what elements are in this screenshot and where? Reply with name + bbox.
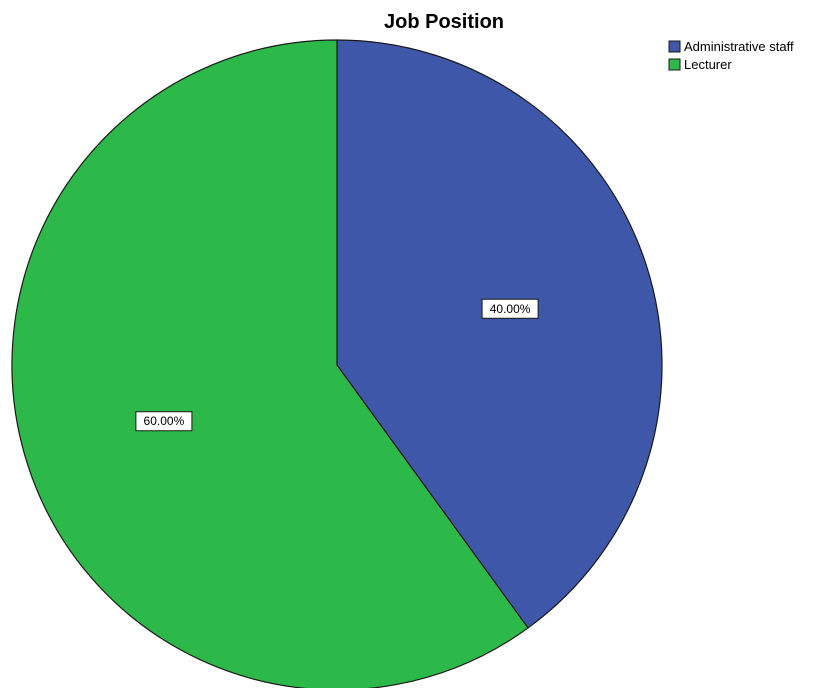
legend: Administrative staff Lecturer	[668, 39, 794, 72]
chart-title: Job Position	[384, 11, 504, 33]
pie-data-labels: 40.00% 60.00%	[135, 298, 539, 432]
legend-swatch-administrative-staff	[668, 40, 681, 53]
legend-label-lecturer: Lecturer	[684, 57, 732, 72]
data-label-administrative-staff: 40.00%	[481, 298, 539, 319]
legend-swatch-lecturer	[668, 58, 681, 71]
data-label-text-administrative-staff: 40.00%	[490, 302, 531, 316]
data-label-lecturer: 60.00%	[135, 411, 193, 432]
pie-slice-administrative-staff	[336, 39, 663, 629]
pie-slices	[11, 39, 663, 688]
pie-slice-lecturer	[11, 39, 529, 688]
data-label-box-administrative-staff	[481, 298, 539, 319]
data-label-text-lecturer: 60.00%	[144, 414, 185, 428]
data-label-box-lecturer	[135, 411, 193, 432]
legend-label-administrative-staff: Administrative staff	[684, 39, 794, 54]
